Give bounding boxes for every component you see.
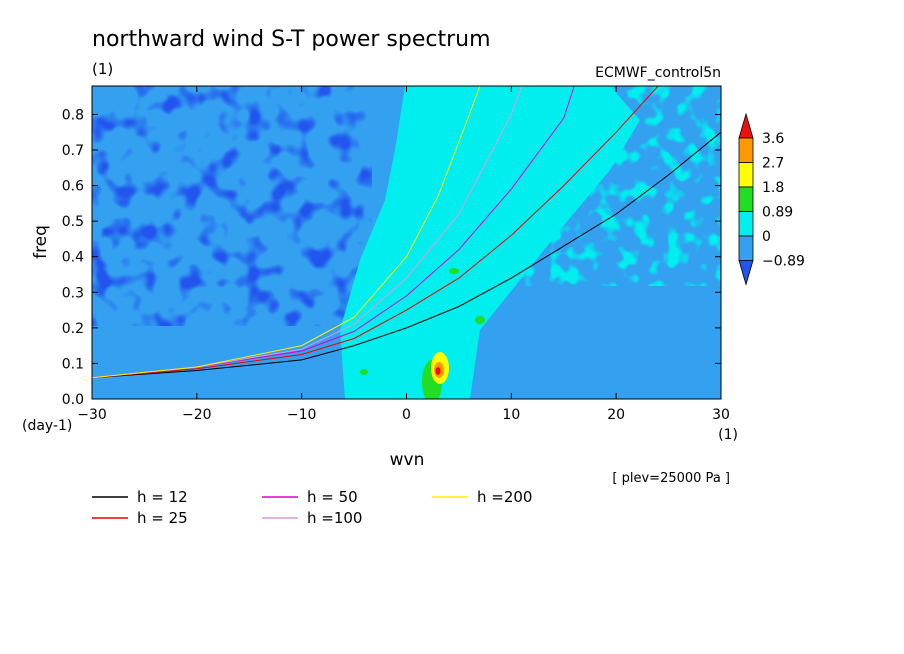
curve-3 (92, 86, 523, 379)
colorbar-label: 2.7 (762, 156, 784, 172)
colorbar-label: 1.8 (762, 180, 784, 196)
x-tick-label: −10 (287, 407, 317, 423)
x-tick-label: 10 (502, 407, 520, 423)
colorbar-arrow-bottom (738, 260, 754, 286)
curve-2 (92, 86, 575, 379)
curve-1 (92, 86, 659, 379)
legend-label: h =100 (307, 509, 362, 527)
y-axis-label: freq (31, 225, 51, 259)
legend-label: h = 50 (307, 488, 358, 506)
chart-subtitle-right: ECMWF_control5n (595, 65, 721, 81)
x-tick-label: 0 (402, 407, 411, 423)
field-low-region (92, 86, 372, 326)
colorbar: 3.6 2.7 1.8 0.89 0 −0.89 (738, 112, 805, 286)
dispersion-curves (92, 86, 721, 379)
x-tick-label: −30 (77, 407, 107, 423)
x-tick-label: −20 (182, 407, 212, 423)
chart-title: northward wind S-T power spectrum (92, 27, 491, 52)
y-unit-label: (day-1) (22, 418, 72, 434)
colorbar-label: 3.6 (762, 131, 784, 147)
colorbar-arrow-top (738, 112, 754, 139)
plev-annotation: [ plev=25000 Pa ] (612, 471, 730, 486)
curve-0 (92, 131, 721, 379)
legend-label: h = 12 (137, 488, 188, 506)
y-tick-label: 0.6 (62, 179, 84, 195)
colorbar-label: 0.89 (762, 205, 793, 221)
curve-4 (92, 86, 481, 379)
chart-subtitle-left: (1) (92, 60, 113, 78)
x-axis-label: wvn (390, 450, 425, 470)
x-axis: −30 −20 −10 0 10 20 30 (77, 86, 730, 423)
y-tick-label: 0.8 (62, 107, 84, 123)
legend-label: h = 25 (137, 509, 188, 527)
y-tick-label: 0.7 (62, 143, 84, 159)
y-tick-label: 0.5 (62, 214, 84, 230)
x-tick-label: 30 (712, 407, 730, 423)
legend-label: h =200 (477, 488, 532, 506)
y-tick-label: 0.3 (62, 285, 84, 301)
x-unit-label: (1) (718, 427, 738, 443)
field-cyan-patches (420, 86, 720, 286)
y-tick-label: 0.2 (62, 321, 84, 337)
power-field (92, 86, 721, 399)
colorbar-segment (738, 211, 754, 237)
colorbar-segment (738, 186, 754, 212)
y-tick-label: 0.1 (62, 356, 84, 372)
colorbar-segment (738, 235, 754, 261)
y-axis: 0.0 0.1 0.2 0.3 0.4 0.5 0.6 0.7 0.8 (62, 107, 721, 408)
colorbar-segment (738, 137, 754, 163)
colorbar-segment (738, 162, 754, 188)
y-tick-label: 0.0 (62, 392, 84, 408)
legend: h = 12 h = 25 h = 50 h =100 h =200 (92, 488, 532, 527)
colorbar-label: 0 (762, 229, 771, 245)
y-tick-label: 0.4 (62, 250, 84, 266)
x-tick-label: 20 (607, 407, 625, 423)
field-peak (360, 268, 485, 399)
colorbar-label: −0.89 (762, 254, 805, 270)
